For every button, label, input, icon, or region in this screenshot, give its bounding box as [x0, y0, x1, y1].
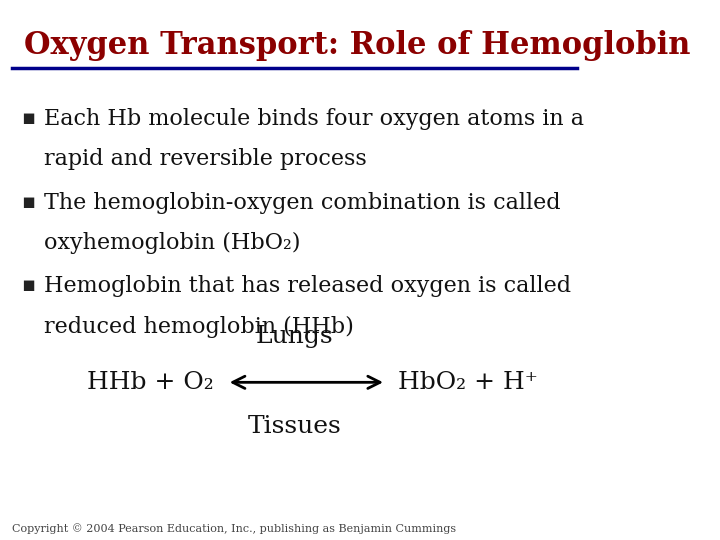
Text: Hemoglobin that has released oxygen is called: Hemoglobin that has released oxygen is c… [44, 275, 571, 298]
Text: ▪: ▪ [21, 192, 35, 212]
Text: Oxygen Transport: Role of Hemoglobin: Oxygen Transport: Role of Hemoglobin [24, 30, 690, 60]
Text: The hemoglobin-oxygen combination is called: The hemoglobin-oxygen combination is cal… [44, 192, 561, 214]
Text: reduced hemoglobin (HHb): reduced hemoglobin (HHb) [44, 316, 354, 338]
Text: ▪: ▪ [21, 108, 35, 128]
Text: Lungs: Lungs [256, 325, 333, 348]
Text: ▪: ▪ [21, 275, 35, 295]
Text: Tissues: Tissues [248, 415, 341, 438]
Text: Copyright © 2004 Pearson Education, Inc., publishing as Benjamin Cummings: Copyright © 2004 Pearson Education, Inc.… [12, 523, 456, 534]
Text: rapid and reversible process: rapid and reversible process [44, 148, 367, 171]
Text: Each Hb molecule binds four oxygen atoms in a: Each Hb molecule binds four oxygen atoms… [44, 108, 584, 130]
Text: oxyhemoglobin (HbO₂): oxyhemoglobin (HbO₂) [44, 232, 301, 254]
Text: HHb + O₂: HHb + O₂ [87, 371, 214, 394]
Text: HbO₂ + H⁺: HbO₂ + H⁺ [398, 371, 539, 394]
